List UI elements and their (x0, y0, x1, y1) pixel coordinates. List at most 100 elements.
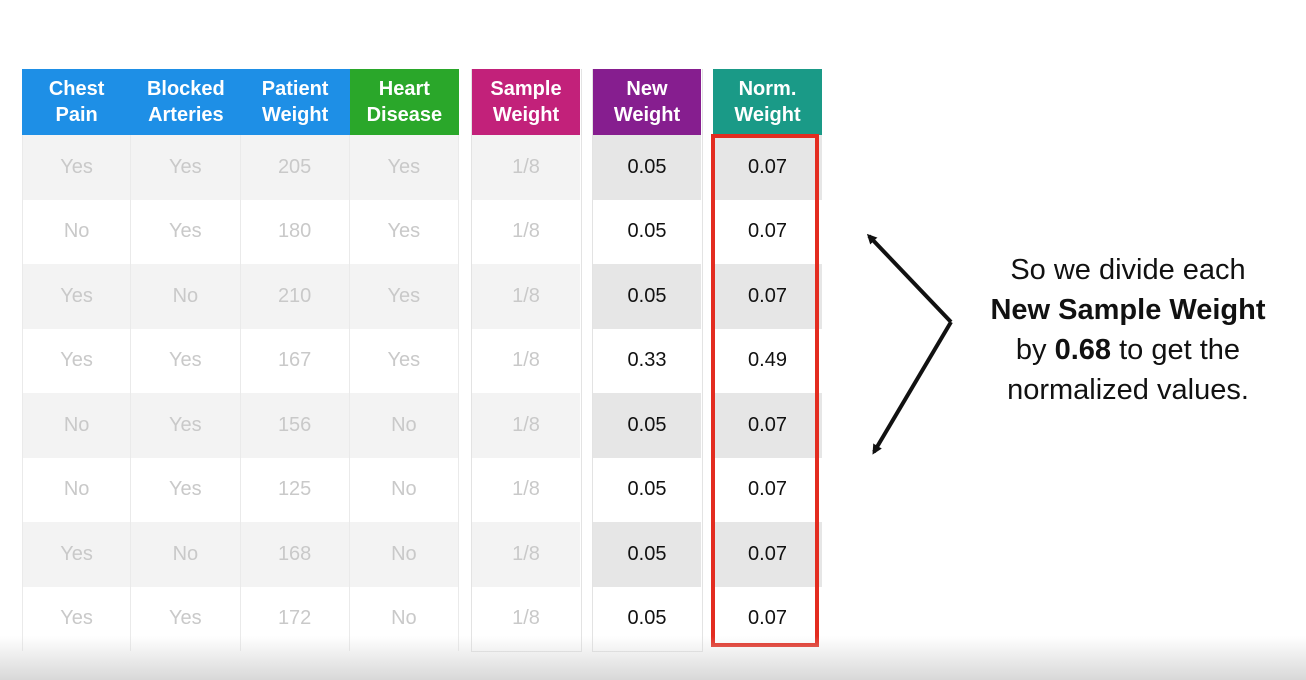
heart-disease-cell: No (349, 522, 459, 587)
table-row: 1/8 (472, 135, 581, 200)
table-row: Yes No 168 No (22, 522, 459, 587)
features-body: Yes Yes 205 Yes No Yes 180 Yes Yes No 210 Yes Yes Yes… (22, 135, 459, 651)
norm-weight-cell: 0.07 (713, 522, 822, 587)
table-row: Yes Yes 172 No (22, 586, 459, 651)
table-row: 0.49 (713, 329, 822, 394)
new-weight-cell: 0.05 (627, 220, 667, 243)
heart-disease-cell: No (350, 586, 459, 651)
table-row: 0.07 (713, 393, 822, 458)
table-row: 0.07 (713, 135, 822, 200)
new-weight-cell: 0.05 (593, 135, 701, 200)
sample-weight-table: Sample Weight 1/8 1/8 1/8 1/8 1/8 1/8 1/8 1/8 (471, 69, 582, 652)
sample-weight-cell: 1/8 (512, 478, 540, 501)
norm-weight-highlight-box (711, 134, 819, 647)
new-weight-cell: 0.05 (627, 478, 667, 501)
patient-weight-cell: 167 (241, 328, 350, 393)
norm-weight-cell: 0.49 (748, 349, 787, 372)
table-row: 0.07 (713, 587, 822, 652)
table-row: 0.05 (593, 522, 702, 587)
table-row: Yes Yes 205 Yes (22, 135, 459, 200)
table-row: 0.05 (593, 587, 702, 652)
blocked-arteries-cell: Yes (131, 586, 241, 651)
chest-pain-cell: No (22, 457, 132, 522)
table-row: 0.07 (713, 458, 822, 523)
new-weight-table: New Weight 0.05 0.05 0.05 0.33 0.05 0.05 0.05 0.… (592, 69, 703, 652)
table-row: No Yes 180 Yes (22, 199, 459, 264)
heart-disease-cell: Yes (349, 264, 459, 329)
table-row: 1/8 (472, 393, 581, 458)
sample-weight-cell: 1/8 (472, 264, 580, 329)
sample-weight-cell: 1/8 (472, 135, 580, 200)
chest-pain-cell: No (22, 199, 132, 264)
caption-line-4: normalized values. (1007, 374, 1249, 406)
sample-weight-body: 1/8 1/8 1/8 1/8 1/8 1/8 1/8 1/8 (472, 135, 581, 651)
norm-weight-cell: 0.07 (713, 264, 822, 329)
table-row: 1/8 (472, 587, 581, 652)
chest-pain-cell: Yes (22, 586, 132, 651)
sample-weight-cell: 1/8 (512, 349, 540, 372)
bracket-arrows-icon (866, 233, 953, 455)
table-row: Yes Yes 167 Yes (22, 328, 459, 393)
blocked-arteries-cell: Yes (131, 393, 241, 458)
features-header-row: Chest Pain Blocked Arteries Patient Weight … (22, 69, 459, 135)
table-row: 0.05 (593, 393, 702, 458)
table-row: 1/8 (472, 329, 581, 394)
new-weight-cell: 0.33 (627, 349, 667, 372)
table-row: No Yes 156 No (22, 393, 459, 458)
header-patient-weight: Patient Weight (240, 69, 350, 135)
blocked-arteries-cell: Yes (131, 199, 241, 264)
caption-bold-new-sample-weight: New Sample Weight (990, 294, 1266, 326)
table-row: 0.05 (593, 200, 702, 265)
heart-disease-cell: No (349, 393, 459, 458)
blocked-arteries-cell: No (131, 522, 241, 587)
sample-weight-cell: 1/8 (512, 607, 540, 630)
table-row: No Yes 125 No (22, 457, 459, 522)
table-row: 1/8 (472, 200, 581, 265)
norm-weight-table: Norm. Weight 0.07 0.07 0.07 0.49 0.07 0.07 0.07… (713, 69, 822, 651)
table-row: 1/8 (472, 522, 581, 587)
chest-pain-cell: Yes (22, 264, 132, 329)
patient-weight-cell: 125 (241, 457, 350, 522)
patient-weight-cell: 180 (241, 199, 350, 264)
new-weight-body: 0.05 0.05 0.05 0.33 0.05 0.05 0.05 0.05 (593, 135, 702, 651)
header-blocked-arteries: Blocked Arteries (131, 69, 241, 135)
features-table: Chest Pain Blocked Arteries Patient Weight … (22, 69, 459, 651)
caption-line-3: by 0.68 to get the (1015, 334, 1241, 366)
sample-weight-cell: 1/8 (472, 393, 580, 458)
table-row: 0.07 (713, 200, 822, 265)
norm-weight-cell: 0.07 (748, 478, 787, 501)
header-norm-weight: Norm. Weight (713, 69, 822, 135)
sample-weight-cell: 1/8 (472, 522, 580, 587)
patient-weight-cell: 210 (240, 264, 350, 329)
patient-weight-cell: 156 (240, 393, 350, 458)
blocked-arteries-cell: Yes (131, 135, 241, 200)
header-new-weight: New Weight (593, 69, 701, 135)
caption-line-1: So we divide each (1010, 254, 1246, 286)
new-weight-cell: 0.05 (627, 607, 667, 630)
norm-weight-cell: 0.07 (713, 393, 822, 458)
new-weight-cell: 0.05 (593, 522, 701, 587)
norm-weight-cell: 0.07 (748, 607, 787, 630)
heart-disease-cell: No (350, 457, 459, 522)
table-row: 0.07 (713, 264, 822, 329)
caption-bold-divisor: 0.68 (1054, 334, 1112, 366)
new-weight-cell: 0.05 (593, 264, 701, 329)
blocked-arteries-cell: Yes (131, 328, 241, 393)
new-weight-cell: 0.05 (593, 393, 701, 458)
blocked-arteries-cell: No (131, 264, 241, 329)
table-row: 1/8 (472, 458, 581, 523)
patient-weight-cell: 205 (240, 135, 350, 200)
caption: So we divide each New Sample Weight by 0… (960, 250, 1296, 410)
heart-disease-cell: Yes (350, 328, 459, 393)
chest-pain-cell: Yes (22, 522, 132, 587)
norm-weight-cell: 0.07 (713, 135, 822, 200)
patient-weight-cell: 172 (241, 586, 350, 651)
table-row: 0.05 (593, 458, 702, 523)
blocked-arteries-cell: Yes (131, 457, 241, 522)
chest-pain-cell: Yes (22, 328, 132, 393)
table-row: 1/8 (472, 264, 581, 329)
table-row: 0.33 (593, 329, 702, 394)
header-chest-pain: Chest Pain (22, 69, 132, 135)
sample-weight-cell: 1/8 (512, 220, 540, 243)
header-heart-disease: Heart Disease (349, 69, 459, 135)
